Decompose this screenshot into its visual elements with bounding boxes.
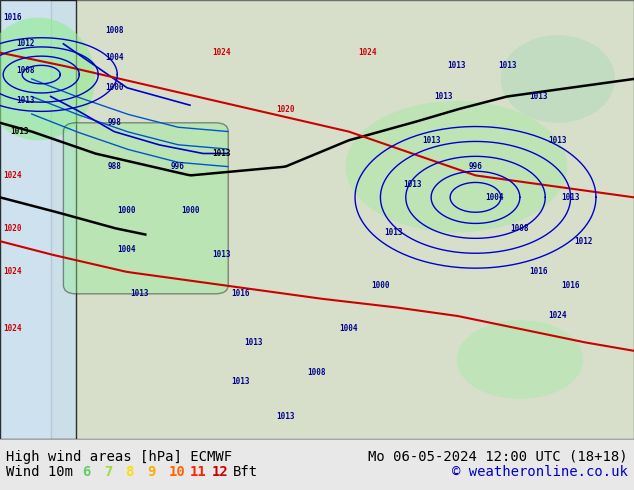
Text: 1013: 1013	[434, 92, 453, 101]
Text: 1004: 1004	[485, 193, 504, 202]
Text: 1000: 1000	[371, 281, 390, 290]
Text: Mo 06-05-2024 12:00 UTC (18+18): Mo 06-05-2024 12:00 UTC (18+18)	[368, 450, 628, 464]
Text: 1024: 1024	[358, 48, 377, 57]
Text: 1020: 1020	[3, 223, 22, 233]
Text: 1024: 1024	[212, 48, 231, 57]
Ellipse shape	[501, 35, 615, 123]
Text: 8: 8	[126, 465, 134, 479]
Text: © weatheronline.co.uk: © weatheronline.co.uk	[452, 465, 628, 479]
Text: 1013: 1013	[212, 250, 231, 259]
Text: 7: 7	[104, 465, 112, 479]
FancyBboxPatch shape	[51, 0, 634, 439]
Text: 996: 996	[469, 162, 482, 171]
Text: 998: 998	[107, 118, 121, 127]
Text: 1012: 1012	[574, 237, 593, 245]
Text: 1016: 1016	[561, 281, 580, 290]
Text: 1004: 1004	[105, 52, 124, 62]
Text: 1024: 1024	[3, 171, 22, 180]
Text: 1013: 1013	[561, 193, 580, 202]
Text: 1000: 1000	[117, 206, 136, 215]
Text: 1013: 1013	[529, 92, 548, 101]
Text: Wind 10m: Wind 10m	[6, 465, 74, 479]
Text: 1000: 1000	[181, 206, 200, 215]
Ellipse shape	[0, 18, 95, 140]
Text: 1004: 1004	[339, 324, 358, 333]
Text: 1013: 1013	[548, 136, 567, 145]
Text: 1024: 1024	[3, 268, 22, 276]
FancyBboxPatch shape	[63, 123, 228, 294]
Text: 988: 988	[107, 162, 121, 171]
Text: 12: 12	[212, 465, 228, 479]
Text: 1013: 1013	[212, 149, 231, 158]
Text: 1013: 1013	[244, 338, 263, 346]
FancyBboxPatch shape	[0, 0, 76, 439]
Text: 1000: 1000	[105, 83, 124, 92]
Text: 1024: 1024	[548, 311, 567, 320]
Text: 1013: 1013	[403, 180, 422, 189]
Text: 1013: 1013	[276, 412, 295, 421]
Text: 1013: 1013	[422, 136, 441, 145]
Text: 1008: 1008	[16, 66, 35, 74]
Ellipse shape	[346, 101, 567, 232]
Text: 1013: 1013	[447, 61, 466, 70]
Text: 1013: 1013	[16, 97, 35, 105]
Text: 1016: 1016	[231, 289, 250, 298]
Text: 996: 996	[171, 162, 184, 171]
Text: 11: 11	[190, 465, 207, 479]
Text: 1013: 1013	[231, 377, 250, 386]
Text: 1008: 1008	[307, 368, 327, 377]
Ellipse shape	[456, 320, 583, 399]
Text: 1024: 1024	[3, 324, 22, 333]
Text: 1008: 1008	[105, 26, 124, 35]
Text: High wind areas [hPa] ECMWF: High wind areas [hPa] ECMWF	[6, 450, 233, 464]
Text: 1016: 1016	[3, 13, 22, 22]
Text: 1013: 1013	[498, 61, 517, 70]
Text: 1008: 1008	[510, 223, 529, 233]
Text: 1012: 1012	[16, 39, 35, 49]
Text: Bft: Bft	[233, 465, 259, 479]
Text: 1013: 1013	[10, 127, 29, 136]
Text: 10: 10	[169, 465, 185, 479]
Text: 6: 6	[82, 465, 91, 479]
Text: 1013: 1013	[130, 289, 149, 298]
Text: 1013: 1013	[384, 228, 403, 237]
Text: 1016: 1016	[529, 268, 548, 276]
Text: 1004: 1004	[117, 245, 136, 254]
Text: 9: 9	[147, 465, 155, 479]
Text: 1020: 1020	[276, 105, 295, 114]
